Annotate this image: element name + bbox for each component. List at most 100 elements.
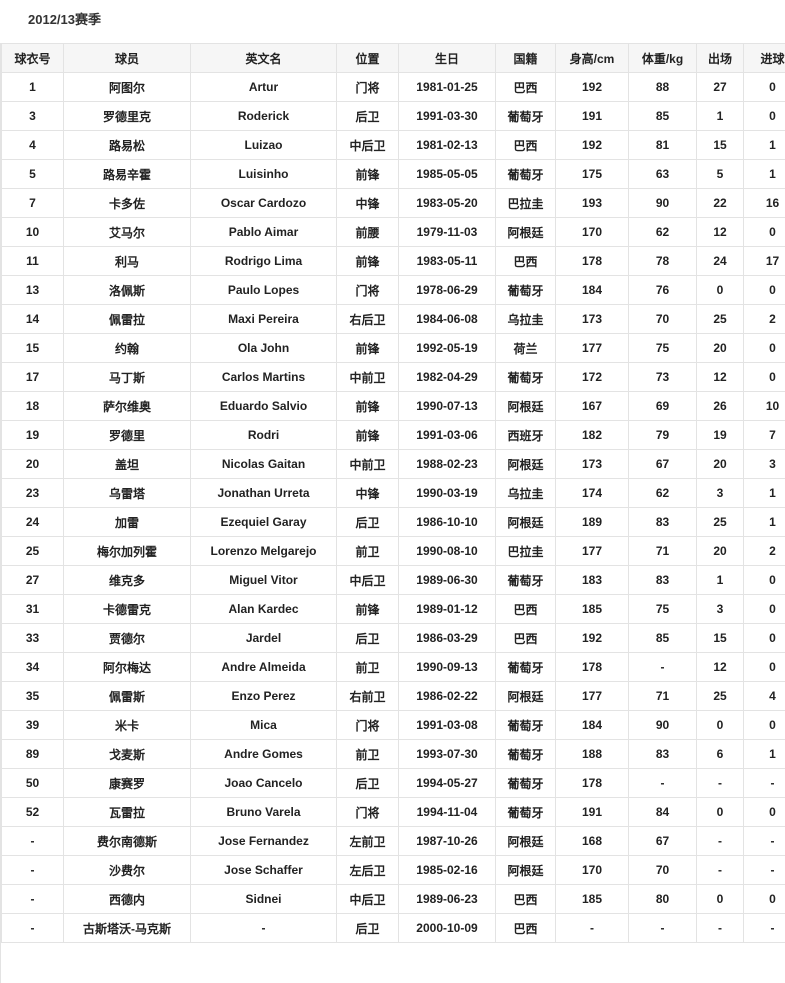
cell-player-name: 梅尔加列霍 xyxy=(64,537,191,566)
cell-appearances: 5 xyxy=(697,160,744,189)
cell-weight: 81 xyxy=(629,131,697,160)
cell-height: 191 xyxy=(556,102,629,131)
cell-height: 174 xyxy=(556,479,629,508)
cell-goals: - xyxy=(744,769,785,798)
cell-appearances: 12 xyxy=(697,218,744,247)
cell-nationality: 荷兰 xyxy=(496,334,556,363)
cell-weight: 70 xyxy=(629,856,697,885)
cell-appearances: - xyxy=(697,827,744,856)
cell-goals: - xyxy=(744,914,785,943)
cell-appearances: 22 xyxy=(697,189,744,218)
cell-height: 177 xyxy=(556,537,629,566)
cell-english-name: - xyxy=(191,914,337,943)
cell-birth-date: 1991-03-30 xyxy=(399,102,496,131)
cell-appearances: 6 xyxy=(697,740,744,769)
cell-height: 168 xyxy=(556,827,629,856)
cell-nationality: 巴西 xyxy=(496,885,556,914)
cell-english-name: Jonathan Urreta xyxy=(191,479,337,508)
cell-nationality: 葡萄牙 xyxy=(496,740,556,769)
cell-nationality: 阿根廷 xyxy=(496,856,556,885)
cell-goals: 0 xyxy=(744,102,785,131)
cell-height: 177 xyxy=(556,334,629,363)
cell-player-name: 罗德里克 xyxy=(64,102,191,131)
cell-goals: 16 xyxy=(744,189,785,218)
cell-nationality: 葡萄牙 xyxy=(496,160,556,189)
cell-english-name: Pablo Aimar xyxy=(191,218,337,247)
season-title: 2012/13赛季 xyxy=(28,9,101,28)
cell-appearances: 25 xyxy=(697,305,744,334)
cell-weight: 75 xyxy=(629,334,697,363)
cell-appearances: 20 xyxy=(697,537,744,566)
cell-height: 192 xyxy=(556,73,629,102)
cell-height: 177 xyxy=(556,682,629,711)
cell-jersey-number: 27 xyxy=(2,566,64,595)
cell-birth-date: 1988-02-23 xyxy=(399,450,496,479)
cell-position: 前锋 xyxy=(337,595,399,624)
cell-appearances: 0 xyxy=(697,711,744,740)
cell-appearances: 0 xyxy=(697,276,744,305)
cell-player-name: 利马 xyxy=(64,247,191,276)
cell-nationality: 葡萄牙 xyxy=(496,363,556,392)
cell-weight: 67 xyxy=(629,827,697,856)
cell-jersey-number: - xyxy=(2,914,64,943)
cell-position: 中前卫 xyxy=(337,450,399,479)
cell-goals: 10 xyxy=(744,392,785,421)
cell-player-name: 西德内 xyxy=(64,885,191,914)
cell-height: 182 xyxy=(556,421,629,450)
cell-position: 前锋 xyxy=(337,392,399,421)
cell-english-name: Rodri xyxy=(191,421,337,450)
column-header-weight: 体重/kg xyxy=(629,44,697,73)
cell-height: 184 xyxy=(556,276,629,305)
cell-weight: 83 xyxy=(629,566,697,595)
cell-height: 170 xyxy=(556,218,629,247)
cell-birth-date: 1991-03-06 xyxy=(399,421,496,450)
cell-goals: - xyxy=(744,827,785,856)
cell-nationality: 葡萄牙 xyxy=(496,653,556,682)
cell-english-name: Alan Kardec xyxy=(191,595,337,624)
cell-nationality: 阿根廷 xyxy=(496,218,556,247)
cell-nationality: 阿根廷 xyxy=(496,508,556,537)
column-header-english-name: 英文名 xyxy=(191,44,337,73)
cell-height: 173 xyxy=(556,450,629,479)
cell-jersey-number: 20 xyxy=(2,450,64,479)
cell-birth-date: 1981-02-13 xyxy=(399,131,496,160)
cell-nationality: 葡萄牙 xyxy=(496,769,556,798)
cell-birth-date: 1993-07-30 xyxy=(399,740,496,769)
cell-goals: 2 xyxy=(744,537,785,566)
cell-english-name: Oscar Cardozo xyxy=(191,189,337,218)
cell-goals: 0 xyxy=(744,653,785,682)
cell-nationality: 葡萄牙 xyxy=(496,276,556,305)
cell-height: 178 xyxy=(556,653,629,682)
cell-nationality: 阿根廷 xyxy=(496,827,556,856)
cell-weight: 80 xyxy=(629,885,697,914)
cell-weight: 85 xyxy=(629,102,697,131)
cell-jersey-number: 1 xyxy=(2,73,64,102)
cell-weight: 90 xyxy=(629,711,697,740)
cell-nationality: 巴拉圭 xyxy=(496,537,556,566)
cell-english-name: Jose Schaffer xyxy=(191,856,337,885)
cell-position: 中前卫 xyxy=(337,363,399,392)
cell-player-name: 佩雷拉 xyxy=(64,305,191,334)
cell-jersey-number: 3 xyxy=(2,102,64,131)
cell-goals: 3 xyxy=(744,450,785,479)
cell-position: 前锋 xyxy=(337,160,399,189)
cell-birth-date: 1992-05-19 xyxy=(399,334,496,363)
column-header-birth-date: 生日 xyxy=(399,44,496,73)
cell-player-name: 古斯塔沃-马克斯 xyxy=(64,914,191,943)
cell-height: 193 xyxy=(556,189,629,218)
cell-birth-date: 1985-02-16 xyxy=(399,856,496,885)
cell-player-name: 加雷 xyxy=(64,508,191,537)
cell-player-name: 贾德尔 xyxy=(64,624,191,653)
